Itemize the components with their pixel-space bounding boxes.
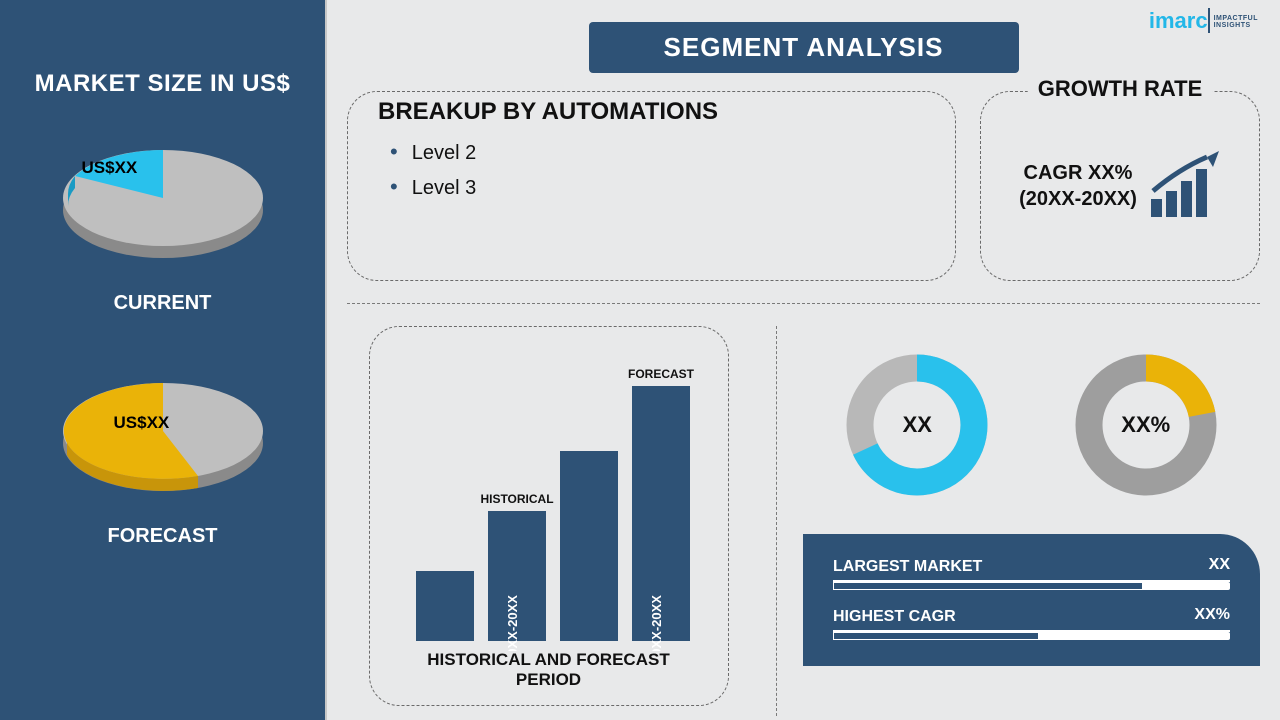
donut-1-value: XX [842,350,992,500]
pie-current-label: US$XX [82,158,138,178]
info-panel: LARGEST MARKET XX HIGHEST CAGR XX% [803,534,1260,666]
divider [347,303,1260,304]
growth-icon [1149,151,1221,221]
info-row: LARGEST MARKET XX [833,558,1230,590]
info-value: XX [1209,556,1230,574]
page-title: SEGMENT ANALYSIS [589,22,1019,73]
svg-text:FORECAST: FORECAST [628,367,695,381]
row-top: BREAKUP BY AUTOMATIONS Level 2 Level 3 G… [347,91,1260,281]
svg-text:HISTORICAL: HISTORICAL [480,492,553,506]
donut-1: XX [842,350,992,500]
barchart-caption: HISTORICAL AND FORECAST PERIOD [394,650,704,690]
growth-box: GROWTH RATE CAGR XX% (20XX-20XX) [980,91,1260,281]
pie-current: US$XX [48,128,278,278]
info-track [833,632,1230,640]
breakup-box: BREAKUP BY AUTOMATIONS Level 2 Level 3 [347,91,956,281]
donut-2: XX% [1071,350,1221,500]
svg-text:20XX-20XX: 20XX-20XX [505,595,520,651]
pie-current-caption: CURRENT [114,292,212,315]
pie-forecast-caption: FORECAST [108,525,218,548]
pie-forecast-label: US$XX [114,413,170,433]
info-track [833,582,1230,590]
sidebar: MARKET SIZE IN US$ US$XX CURRENT US$XX F… [0,0,325,720]
breakup-list: Level 2 Level 3 [372,134,931,204]
info-row: HIGHEST CAGR XX% [833,608,1230,640]
donut-2-value: XX% [1071,350,1221,500]
info-value: XX% [1194,606,1230,624]
growth-title: GROWTH RATE [1028,76,1213,102]
col-barchart: 20XX-20XX HISTORICAL 20XX-20XX FORECAST HIS… [347,326,777,716]
donuts: XX XX% [803,350,1260,500]
barchart: 20XX-20XX HISTORICAL 20XX-20XX FORECAST [394,341,714,651]
info-label: HIGHEST CAGR [833,608,956,626]
breakup-item: Level 2 [390,134,931,169]
barchart-box: 20XX-20XX HISTORICAL 20XX-20XX FORECAST HIS… [369,326,729,706]
main: imarcIMPACTFULINSIGHTS SEGMENT ANALYSIS … [325,0,1280,720]
breakup-title: BREAKUP BY AUTOMATIONS [372,98,724,126]
logo-text: imarc [1149,8,1208,33]
svg-text:20XX-20XX: 20XX-20XX [649,595,664,651]
logo-tagline: IMPACTFULINSIGHTS [1214,15,1258,29]
info-label: LARGEST MARKET [833,558,982,576]
breakup-item: Level 3 [390,169,931,204]
growth-line2: (20XX-20XX) [1019,188,1137,210]
row-bottom: 20XX-20XX HISTORICAL 20XX-20XX FORECAST HIS… [347,326,1260,716]
growth-text: CAGR XX% (20XX-20XX) [1019,160,1137,212]
growth-line1: CAGR XX% [1024,162,1133,184]
pie-forecast: US$XX [48,361,278,511]
sidebar-title: MARKET SIZE IN US$ [35,70,291,98]
logo: imarc IMPACTFULINSIGHTS [1149,8,1258,34]
col-right: XX XX% LARGEST MARKET XX [777,326,1260,716]
